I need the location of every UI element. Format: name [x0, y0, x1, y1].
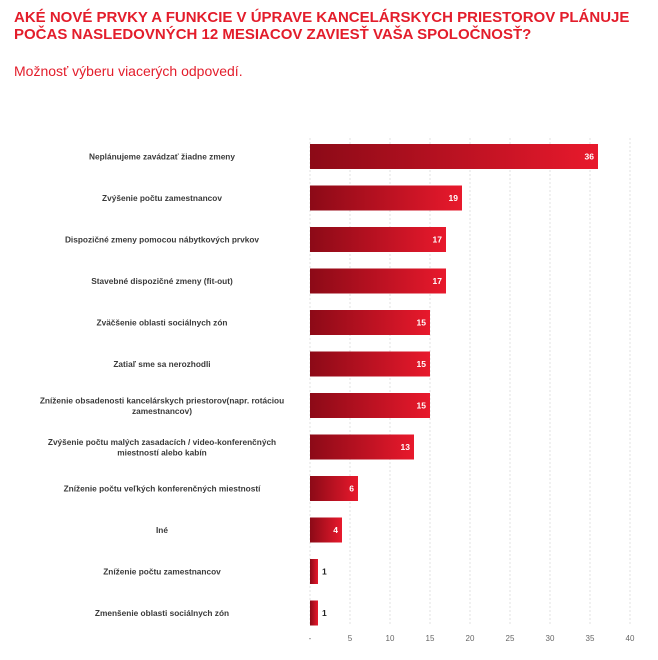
x-tick-label: -: [309, 634, 312, 643]
category-label: Neplánujeme zavádzať žiadne zmeny: [89, 152, 235, 162]
x-tick-label: 10: [386, 634, 395, 643]
bar: [310, 517, 342, 543]
x-tick-label: 25: [506, 634, 515, 643]
data-label: 15: [417, 401, 427, 411]
chart-subtitle: Možnosť výberu viacerých odpovedí.: [14, 63, 243, 79]
bars: 36 19 17 17 15 15 15 13 6 4 1 1: [310, 144, 598, 626]
category-label: Dispozičné zmeny pomocou nábytkových prv…: [65, 235, 259, 245]
data-label: 17: [433, 235, 443, 245]
category-label: Zväčšenie oblasti sociálnych zón: [97, 318, 228, 328]
category-label: Zvýšenie počtu zamestnancov: [102, 193, 222, 203]
bar: [310, 434, 414, 460]
bar: [310, 559, 318, 584]
chart-title: AKÉ NOVÉ PRVKY A FUNKCIE V ÚPRAVE KANCEL…: [14, 9, 630, 43]
data-label: 4: [333, 525, 338, 535]
bar: [310, 144, 598, 169]
x-tick-label: 35: [586, 634, 595, 643]
bar: [310, 185, 462, 211]
category-label: Zvýšenie počtu malých zasadacích / video…: [48, 437, 276, 458]
category-label: Zníženie obsadenosti kancelárskych pries…: [40, 395, 284, 416]
x-tick-label: 30: [546, 634, 555, 643]
bar: [310, 600, 318, 626]
bar: [310, 351, 430, 377]
data-label: 15: [417, 359, 427, 369]
x-tick-label: 40: [626, 634, 635, 643]
bar: [310, 393, 430, 418]
data-label: 36: [585, 152, 595, 162]
x-tick-label: 15: [426, 634, 435, 643]
data-label: 13: [401, 442, 411, 452]
data-label: 17: [433, 276, 443, 286]
data-label: 19: [449, 193, 459, 203]
category-labels: Neplánujeme zavádzať žiadne zmeny Zvýšeni…: [40, 152, 284, 619]
gridlines: [309, 138, 631, 626]
category-label: Zatiaľ sme sa nerozhodli: [113, 359, 210, 369]
data-label: 6: [349, 484, 354, 494]
bar: [310, 476, 358, 501]
category-label: Stavebné dispozičné zmeny (fit-out): [91, 276, 233, 286]
data-label: 1: [322, 608, 327, 618]
data-label: 1: [322, 567, 327, 577]
category-label: Zníženie počtu zamestnancov: [103, 567, 221, 577]
bar: [310, 310, 430, 335]
category-label: Iné: [156, 525, 168, 535]
category-label: Zmenšenie oblasti sociálnych zón: [95, 608, 229, 618]
bar: [310, 268, 446, 294]
x-axis-ticks: - 5 10 15 20 25 30 35 40: [309, 634, 635, 643]
x-tick-label: 5: [348, 634, 353, 643]
category-label: Zníženie počtu veľkých konferenčných mie…: [64, 484, 262, 494]
bar: [310, 227, 446, 252]
x-tick-label: 20: [466, 634, 475, 643]
data-label: 15: [417, 318, 427, 328]
